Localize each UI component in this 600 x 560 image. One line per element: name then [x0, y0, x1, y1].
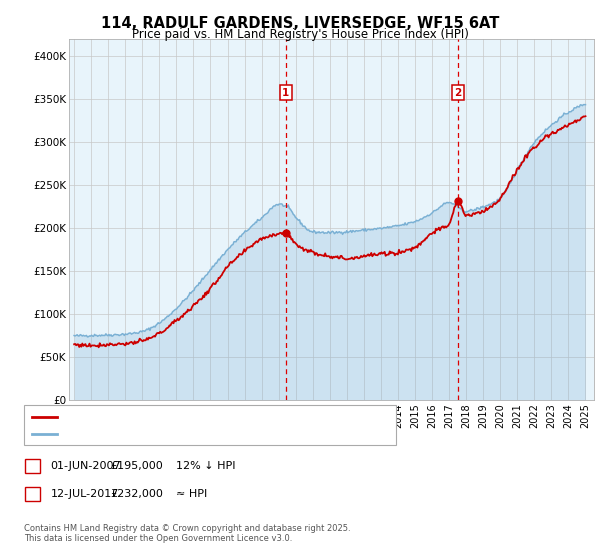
- Text: ≈ HPI: ≈ HPI: [176, 489, 208, 499]
- Text: 1: 1: [282, 87, 289, 97]
- Text: 114, RADULF GARDENS, LIVERSEDGE, WF15 6AT: 114, RADULF GARDENS, LIVERSEDGE, WF15 6A…: [101, 16, 499, 31]
- Text: £195,000: £195,000: [110, 461, 163, 471]
- Text: Price paid vs. HM Land Registry's House Price Index (HPI): Price paid vs. HM Land Registry's House …: [131, 28, 469, 41]
- Text: 114, RADULF GARDENS, LIVERSEDGE, WF15 6AT (detached house): 114, RADULF GARDENS, LIVERSEDGE, WF15 6A…: [64, 412, 398, 422]
- Text: £232,000: £232,000: [110, 489, 163, 499]
- Text: 01-JUN-2007: 01-JUN-2007: [50, 461, 121, 471]
- Text: 2: 2: [455, 87, 462, 97]
- Text: 12% ↓ HPI: 12% ↓ HPI: [176, 461, 236, 471]
- Text: 12-JUL-2017: 12-JUL-2017: [50, 489, 119, 499]
- Text: HPI: Average price, detached house, Kirklees: HPI: Average price, detached house, Kirk…: [64, 429, 288, 439]
- Text: 1: 1: [29, 461, 36, 471]
- Text: Contains HM Land Registry data © Crown copyright and database right 2025.
This d: Contains HM Land Registry data © Crown c…: [24, 524, 350, 543]
- Text: 2: 2: [29, 489, 36, 499]
